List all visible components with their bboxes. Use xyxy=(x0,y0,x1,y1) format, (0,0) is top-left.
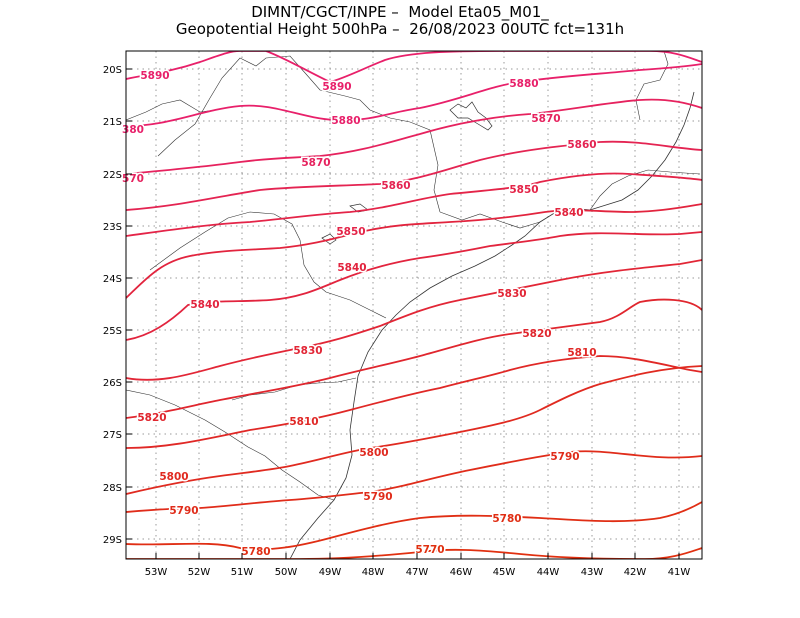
contour-label: 5780 xyxy=(241,546,270,558)
contour-label: 5850 xyxy=(336,226,365,238)
lon-tick-label: 46W xyxy=(450,567,473,578)
lon-tick-label: 44W xyxy=(537,567,560,578)
lon-tick-label: 50W xyxy=(275,567,298,578)
contour-line-5870 xyxy=(126,98,702,175)
contour-label: 5840 xyxy=(554,207,583,219)
title-line-2: Geopotential Height 500hPa – 26/08/2023 … xyxy=(175,20,625,38)
contour-label: 5840 xyxy=(190,299,219,311)
contour-line-5820 xyxy=(126,298,702,419)
contour-label: 5880 xyxy=(331,115,360,127)
contour-label: 5800 xyxy=(359,447,388,459)
contour-line-5850 xyxy=(126,172,702,237)
contour-label: 5890 xyxy=(322,81,351,93)
contour-line-5840 xyxy=(126,231,702,341)
lon-tick-label: 41W xyxy=(668,567,691,578)
lat-tick-label: 24S xyxy=(103,274,122,285)
lon-tick-label: 42W xyxy=(624,567,647,578)
lon-tick-label: 45W xyxy=(493,567,516,578)
contour-label: 5790 xyxy=(550,451,579,463)
contour-label: 5780 xyxy=(492,513,521,525)
contour-line-5780 xyxy=(126,501,702,551)
state-border-8 xyxy=(126,99,216,121)
state-border-1 xyxy=(126,389,335,501)
axis-ticks: 53W 52W 51W 50W 49W 48W 47W 46W 45W 44W 43W 42W 41W 2… xyxy=(103,65,690,578)
contour-line-5810 xyxy=(126,355,702,449)
lat-tick-label: 29S xyxy=(103,535,122,546)
state-border-6 xyxy=(589,169,701,211)
lon-tick-label: 53W xyxy=(145,567,168,578)
contour-label: 5810 xyxy=(289,416,318,428)
contour-label: 5880 xyxy=(509,78,538,90)
contour-line-5890 xyxy=(126,51,702,83)
contour-label: 5800 xyxy=(159,471,188,483)
lon-tick-label: 52W xyxy=(188,567,211,578)
plot-frame xyxy=(125,50,703,560)
lat-tick-label: 23S xyxy=(103,222,122,233)
lat-tick-label: 28S xyxy=(103,483,122,494)
contour-label: 5870 xyxy=(531,113,560,125)
lon-tick-label: 47W xyxy=(406,567,429,578)
contour-label: 5850 xyxy=(509,184,538,196)
contour-label: 5840 xyxy=(337,262,366,274)
lon-tick-label: 51W xyxy=(231,567,254,578)
lat-tick-label: 25S xyxy=(103,326,122,337)
map-title: DIMNT/CGCT/INPE – Model Eta05_M01_ Geopo… xyxy=(0,4,800,38)
reservoir-2 xyxy=(321,233,337,245)
height-contours xyxy=(126,51,702,559)
lat-tick-label: 22S xyxy=(103,170,122,181)
contour-label: 5830 xyxy=(293,345,322,357)
state-border-5 xyxy=(439,211,541,229)
contour-label: 5890 xyxy=(140,70,169,82)
contour-label: 570 xyxy=(122,173,144,185)
lat-tick-label: 20S xyxy=(103,65,122,76)
contour-line-5830 xyxy=(126,259,702,381)
contour-line-5800 xyxy=(126,365,702,495)
contour-label: 5870 xyxy=(301,157,330,169)
atlantic-coastline xyxy=(289,91,695,559)
lat-tick-label: 21S xyxy=(103,117,122,128)
contour-label: 5860 xyxy=(567,139,596,151)
contour-label: 5810 xyxy=(567,347,596,359)
contour-line-5790 xyxy=(126,450,702,513)
lon-tick-label: 48W xyxy=(362,567,385,578)
contour-line-5880 xyxy=(126,63,702,127)
state-border-2 xyxy=(231,377,357,401)
contour-label: 5790 xyxy=(363,491,392,503)
lon-tick-label: 43W xyxy=(581,567,604,578)
contour-label: 5770 xyxy=(415,544,444,556)
contour-line-5770 xyxy=(126,547,702,559)
lon-tick-label: 49W xyxy=(319,567,342,578)
contour-label: 5790 xyxy=(169,505,198,517)
contour-label: 5830 xyxy=(497,288,526,300)
contour-labels: 5890 5890 5880 5880 380 5870 5870 570 5860 5860 58… xyxy=(121,69,599,560)
contour-label: 380 xyxy=(122,124,144,136)
reservoir-1 xyxy=(449,101,493,131)
title-line-1: DIMNT/CGCT/INPE – Model Eta05_M01_ xyxy=(251,3,549,21)
contour-line-5860 xyxy=(126,140,702,211)
lat-lon-grid xyxy=(126,51,702,559)
contour-label: 5820 xyxy=(522,328,551,340)
contour-line-5840 xyxy=(126,203,702,299)
contour-label: 5860 xyxy=(381,180,410,192)
state-border-7 xyxy=(635,51,669,121)
lat-tick-label: 27S xyxy=(103,430,122,441)
state-border-3 xyxy=(149,211,387,319)
state-border-4 xyxy=(157,55,441,213)
contour-label: 5820 xyxy=(137,412,166,424)
lat-tick-label: 26S xyxy=(103,378,122,389)
